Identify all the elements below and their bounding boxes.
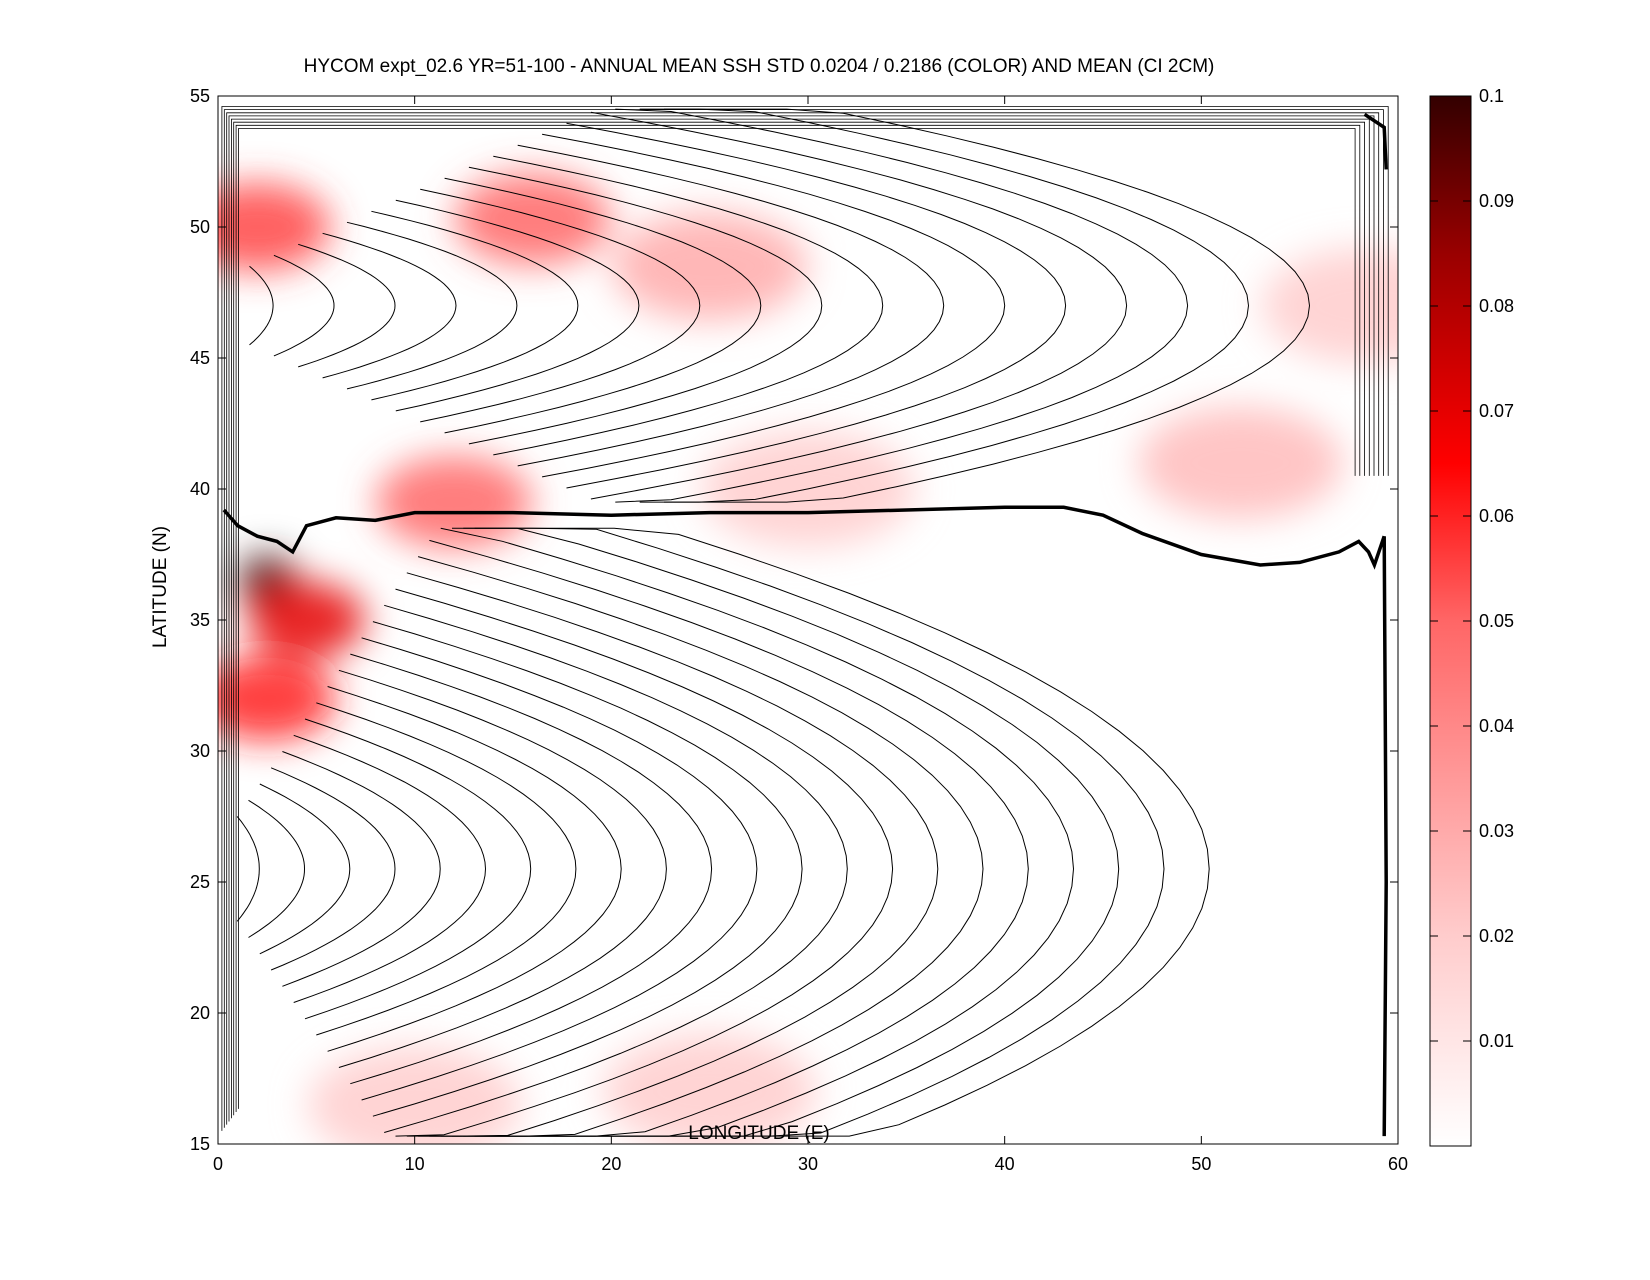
colorbar-tick-label: 0.05	[1479, 611, 1514, 631]
y-tick-label: 15	[190, 1134, 210, 1154]
contour-south-18	[440, 527, 1075, 1137]
contour-boundary-4	[231, 118, 1370, 1119]
contour-south-12	[372, 621, 803, 1117]
contour-north-7	[420, 188, 701, 423]
colorbar-tick-label: 0.06	[1479, 506, 1514, 526]
contour-north-0	[249, 265, 274, 346]
colorbar-tick-label: 0.07	[1479, 401, 1514, 421]
y-tick-label: 20	[190, 1003, 210, 1023]
contour-south-10	[350, 653, 713, 1085]
colorbar-tick-label: 0.08	[1479, 296, 1514, 316]
colorbar: 0.01 0.02 0.03 0.04 0.05 0.06 0.07 0.08 0.09 0.1	[1429, 86, 1514, 1147]
contour-south-5	[293, 734, 487, 1003]
contour-south-0	[236, 816, 260, 922]
y-tick-label: 40	[190, 479, 210, 499]
contour-north-15	[615, 108, 1189, 503]
contour-south-4	[282, 751, 441, 987]
colorbar-tick-label: 0.01	[1479, 1031, 1514, 1051]
std-hotspot-8	[1138, 406, 1343, 519]
zero-contour	[222, 505, 1386, 570]
contour-boundary-2	[226, 112, 1380, 1125]
contour-north-16	[639, 108, 1250, 503]
std-hotspot-3	[218, 183, 331, 271]
contour-north-12	[542, 133, 1006, 478]
contour-boundary-6	[235, 124, 1361, 1112]
contour-north-8	[444, 177, 762, 434]
contour-south-2	[259, 783, 351, 955]
x-tick-label: 30	[798, 1154, 818, 1174]
contour-north-3	[322, 232, 457, 379]
contour-south-11	[361, 637, 758, 1101]
std-hotspot-10	[307, 1046, 522, 1144]
x-tick-label: 40	[995, 1154, 1015, 1174]
x-axis: 0 10 20 30 40 50 60	[213, 96, 1408, 1174]
x-tick-label: 0	[213, 1154, 223, 1174]
contour-boundary-7	[238, 128, 1356, 1109]
colorbar-tick-label: 0.03	[1479, 821, 1514, 841]
y-axis-label: LATITUDE (N)	[150, 526, 171, 648]
contour-north-17	[664, 108, 1311, 503]
x-tick-label: 20	[601, 1154, 621, 1174]
std-hotspot-5	[376, 456, 532, 549]
std-hotspot-1	[247, 582, 366, 658]
x-tick-label: 60	[1388, 1154, 1408, 1174]
contour-boundary-1	[223, 109, 1384, 1128]
y-tick-label: 35	[190, 610, 210, 630]
colorbar-tick-label: 0.1	[1479, 86, 1504, 106]
y-tick-label: 45	[190, 348, 210, 368]
std-hotspot-2	[218, 656, 336, 741]
zero-contour-ne	[1363, 112, 1388, 170]
contour-north-14	[590, 111, 1128, 500]
contour-north-4	[346, 221, 518, 390]
y-axis: 15 20 25 30 35 40 45 50 55	[190, 86, 1398, 1154]
contour-north-5	[371, 210, 579, 401]
contour-south-7	[316, 702, 577, 1036]
contour-south-1	[248, 799, 306, 938]
contour-north-2	[298, 243, 396, 368]
contour-south-15	[406, 572, 939, 1137]
contour-north-11	[517, 144, 945, 467]
contour-boundary-3	[228, 115, 1375, 1122]
contour-south-6	[304, 718, 532, 1020]
mean-ssh-contours	[221, 106, 1389, 1137]
colorbar-tick-label: 0.02	[1479, 926, 1514, 946]
contour-boundary-0	[221, 106, 1389, 1131]
y-tick-label: 25	[190, 872, 210, 892]
std-hotspot-4	[454, 173, 611, 266]
std-hotspot-11	[1261, 247, 1398, 364]
contour-north-1	[273, 254, 335, 357]
contour-south-16	[417, 556, 984, 1137]
contour-south-14	[395, 588, 894, 1137]
colorbar-tick-label: 0.09	[1479, 191, 1514, 211]
x-axis-label: LONGITUDE (E)	[688, 1123, 829, 1144]
y-tick-label: 50	[190, 217, 210, 237]
contour-north-10	[493, 155, 884, 456]
x-tick-label: 50	[1191, 1154, 1211, 1174]
contour-south-3	[270, 767, 396, 971]
plot-area: 0 10 20 30 40 50 60 15 20 25 30 35 40 45 50 55	[190, 86, 1408, 1174]
contour-south-13	[384, 604, 848, 1133]
std-hotspot-9	[602, 1033, 817, 1144]
chart-title: HYCOM expt_02.6 YR=51-100 - ANNUAL MEAN …	[304, 56, 1215, 77]
contour-south-19	[452, 527, 1120, 1137]
plot-background	[218, 96, 1398, 1144]
colorbar-tick-label: 0.04	[1479, 716, 1514, 736]
y-tick-label: 30	[190, 741, 210, 761]
contour-north-9	[468, 166, 823, 445]
contour-south-9	[338, 669, 667, 1068]
y-tick-label: 55	[190, 86, 210, 106]
contour-north-6	[395, 199, 640, 412]
colorbar-ticks: 0.01 0.02 0.03 0.04 0.05 0.06 0.07 0.08 0.09 0.1	[1430, 86, 1514, 1051]
contour-boundary-5	[233, 121, 1365, 1116]
x-tick-label: 10	[405, 1154, 425, 1174]
zero-contour-east	[1382, 536, 1388, 1137]
contour-north-13	[566, 122, 1067, 489]
contour-south-21	[474, 527, 1210, 1137]
contour-south-17	[429, 539, 1029, 1137]
contour-south-20	[463, 527, 1165, 1137]
contour-south-8	[327, 686, 622, 1052]
